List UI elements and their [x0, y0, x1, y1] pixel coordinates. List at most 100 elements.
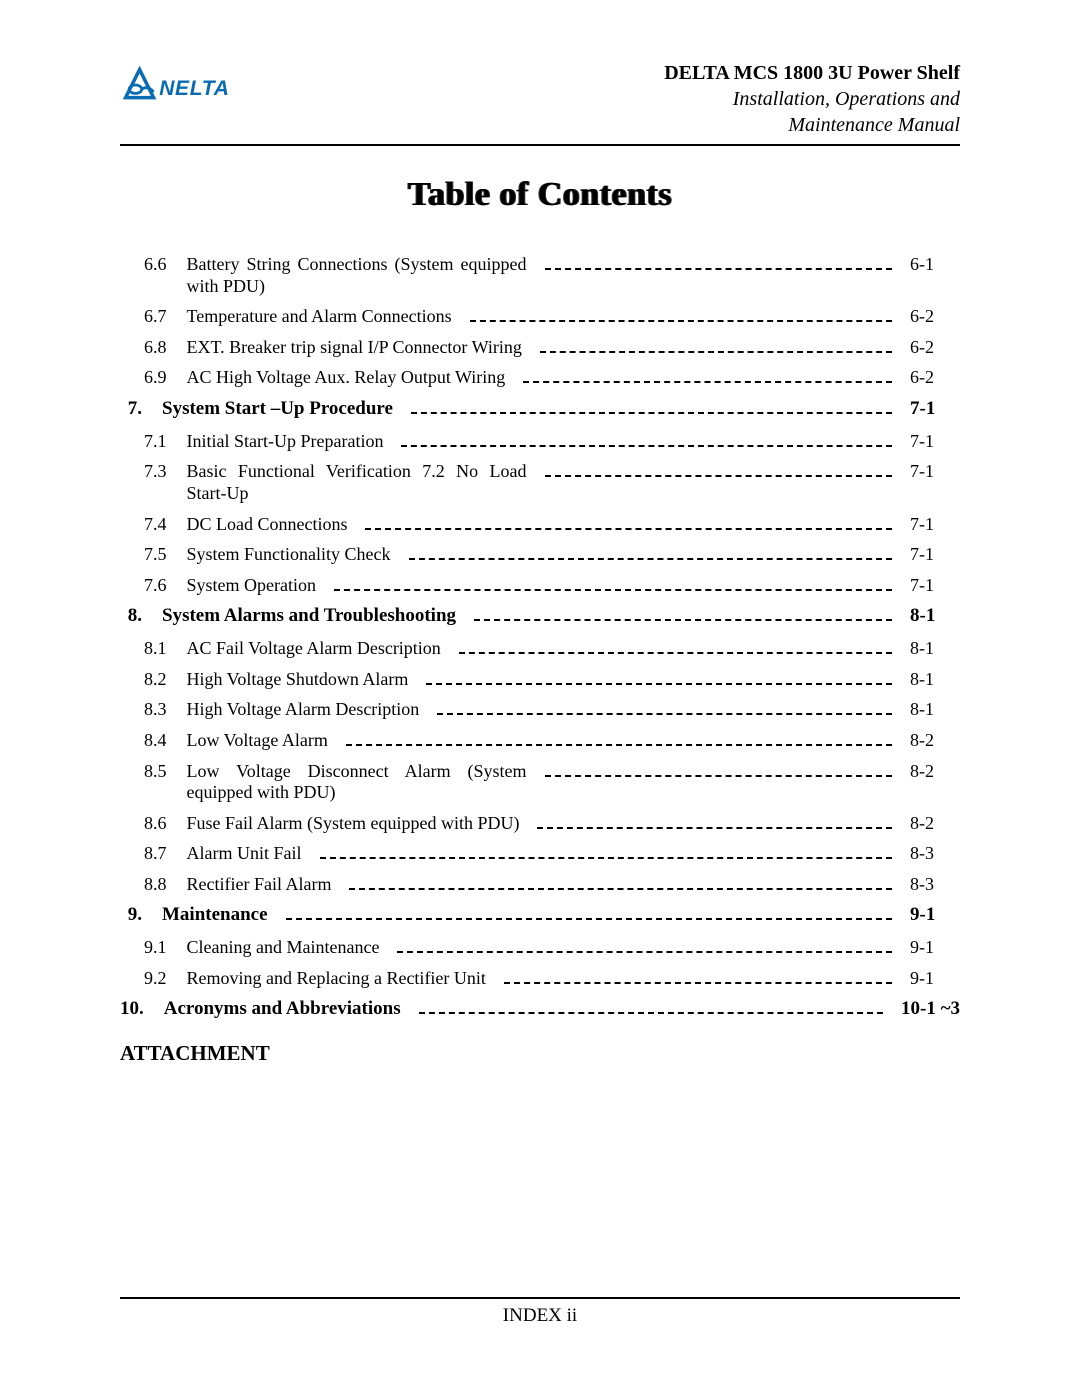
toc-number: 8.8 [144, 874, 177, 896]
toc-row: 8.5Low Voltage Disconnect Alarm (System … [120, 761, 960, 804]
toc-title: High Voltage Alarm Description [187, 699, 420, 721]
toc-leader [320, 857, 893, 859]
toc-title: System Functionality Check [187, 544, 391, 566]
toc-title: High Voltage Shutdown Alarm [187, 669, 409, 691]
toc-leader [523, 381, 892, 383]
table-of-contents: 6.6 Battery String Connections (System eq… [120, 254, 960, 1021]
toc-title: Maintenance [162, 904, 268, 927]
toc-title: Initial Start-Up Preparation [187, 431, 384, 453]
toc-page: 7-1 [910, 461, 960, 483]
toc-page: 7-1 [910, 398, 960, 421]
toc-title: System Operation [187, 575, 316, 597]
toc-title: Basic Functional Verification 7.2 No Loa… [187, 461, 527, 504]
toc-title: Rectifier Fail Alarm [187, 874, 332, 896]
toc-leader [437, 713, 892, 715]
toc-row: 7.4DC Load Connections7-1 [120, 514, 960, 536]
toc-leader [401, 445, 892, 447]
toc-leader [346, 744, 892, 746]
toc-row: 7.3 Basic Functional Verification 7.2 No … [120, 461, 960, 504]
toc-title: DC Load Connections [187, 514, 348, 536]
svg-text:NELTA: NELTA [159, 77, 229, 100]
toc-row: 8.2 High Voltage Shutdown Alarm 8-1 [120, 669, 960, 691]
toc-page: 7-1 [910, 544, 960, 566]
toc-row: 9.2 Removing and Replacing a Rectifier Un… [120, 968, 960, 990]
toc-row: 7.1 Initial Start-Up Preparation 7-1 [120, 431, 960, 453]
attachment-heading: ATTACHMENT [120, 1041, 960, 1066]
toc-title: Fuse Fail Alarm (System equipped with PD… [187, 813, 520, 835]
toc-leader [349, 888, 892, 890]
toc-number: 8.4 [144, 730, 177, 752]
toc-row: 8.4Low Voltage Alarm8-2 [120, 730, 960, 752]
toc-page: 8-3 [910, 874, 960, 896]
toc-number: 6.9 [144, 367, 177, 389]
toc-row: 6.6 Battery String Connections (System eq… [120, 254, 960, 297]
toc-number: 8.7 [144, 843, 177, 865]
toc-leader [545, 475, 893, 477]
toc-row: 8.8 Rectifier Fail Alarm 8-3 [120, 874, 960, 896]
toc-leader [540, 351, 892, 353]
toc-leader [411, 412, 892, 414]
toc-row: 8.System Alarms and Troubleshooting8-1 [120, 605, 960, 628]
toc-leader [334, 589, 892, 591]
toc-page: 6-2 [910, 306, 960, 328]
toc-row: 7.5 System Functionality Check 7-1 [120, 544, 960, 566]
toc-leader [419, 1012, 883, 1014]
toc-page: 9-1 [910, 904, 960, 927]
toc-title: Battery String Connections (System equip… [187, 254, 527, 297]
toc-leader [459, 652, 892, 654]
toc-title: Low Voltage Disconnect Alarm (System equ… [187, 761, 527, 804]
toc-title: EXT. Breaker trip signal I/P Connector W… [187, 337, 522, 359]
toc-title: Acronyms and Abbreviations [164, 998, 401, 1021]
toc-page: 7-1 [910, 431, 960, 453]
toc-row: 6.7Temperature and Alarm Connections6-2 [120, 306, 960, 328]
toc-title: Removing and Replacing a Rectifier Unit [187, 968, 486, 990]
toc-page: 8-2 [910, 761, 960, 783]
toc-leader [365, 528, 892, 530]
toc-number: 6.6 [144, 254, 177, 276]
footer-text: INDEX ii [503, 1305, 577, 1326]
toc-number: 10. [120, 998, 154, 1021]
toc-page: 8-1 [910, 669, 960, 691]
toc-title: Alarm Unit Fail [187, 843, 302, 865]
toc-page: 8-3 [910, 843, 960, 865]
header-text: DELTA MCS 1800 3U Power Shelf Installati… [664, 60, 960, 138]
toc-title: AC High Voltage Aux. Relay Output Wiring [187, 367, 506, 389]
toc-title: AC Fail Voltage Alarm Description [187, 638, 441, 660]
toc-row: 6.8EXT. Breaker trip signal I/P Connecto… [120, 337, 960, 359]
toc-number: 7.5 [144, 544, 177, 566]
toc-number: 9.2 [144, 968, 177, 990]
toc-leader [426, 683, 892, 685]
toc-row: 8.6Fuse Fail Alarm (System equipped with… [120, 813, 960, 835]
toc-leader [397, 951, 892, 953]
toc-page: 6-2 [910, 367, 960, 389]
delta-logo-icon: NELTA [120, 60, 260, 110]
toc-title: Low Voltage Alarm [187, 730, 328, 752]
toc-page: 8-1 [910, 638, 960, 660]
toc-row: 7. System Start –Up Procedure 7-1 [120, 398, 960, 421]
toc-row: 8.1 AC Fail Voltage Alarm Description 8-1 [120, 638, 960, 660]
toc-number: 7.6 [144, 575, 177, 597]
toc-number: 8.1 [144, 638, 177, 660]
toc-page: 6-2 [910, 337, 960, 359]
toc-leader [545, 775, 893, 777]
toc-number: 8.2 [144, 669, 177, 691]
toc-leader [286, 918, 892, 920]
toc-title: System Start –Up Procedure [162, 398, 393, 421]
toc-number: 7.3 [144, 461, 177, 483]
toc-page: 8-2 [910, 813, 960, 835]
toc-page: 9-1 [910, 968, 960, 990]
manual-subtitle-2: Maintenance Manual [664, 112, 960, 138]
toc-leader [470, 320, 892, 322]
logo: NELTA [120, 60, 260, 110]
toc-number: 7.1 [144, 431, 177, 453]
toc-number: 7. [120, 398, 152, 421]
toc-leader [545, 268, 893, 270]
toc-row: 6.9 AC High Voltage Aux. Relay Output Wir… [120, 367, 960, 389]
toc-leader [409, 558, 893, 560]
toc-page: 10-1 ~3 [901, 998, 960, 1021]
toc-row: 9. Maintenance 9-1 [120, 904, 960, 927]
toc-row: 8.3High Voltage Alarm Description8-1 [120, 699, 960, 721]
toc-number: 7.4 [144, 514, 177, 536]
toc-leader [504, 982, 892, 984]
toc-number: 9. [120, 904, 152, 927]
